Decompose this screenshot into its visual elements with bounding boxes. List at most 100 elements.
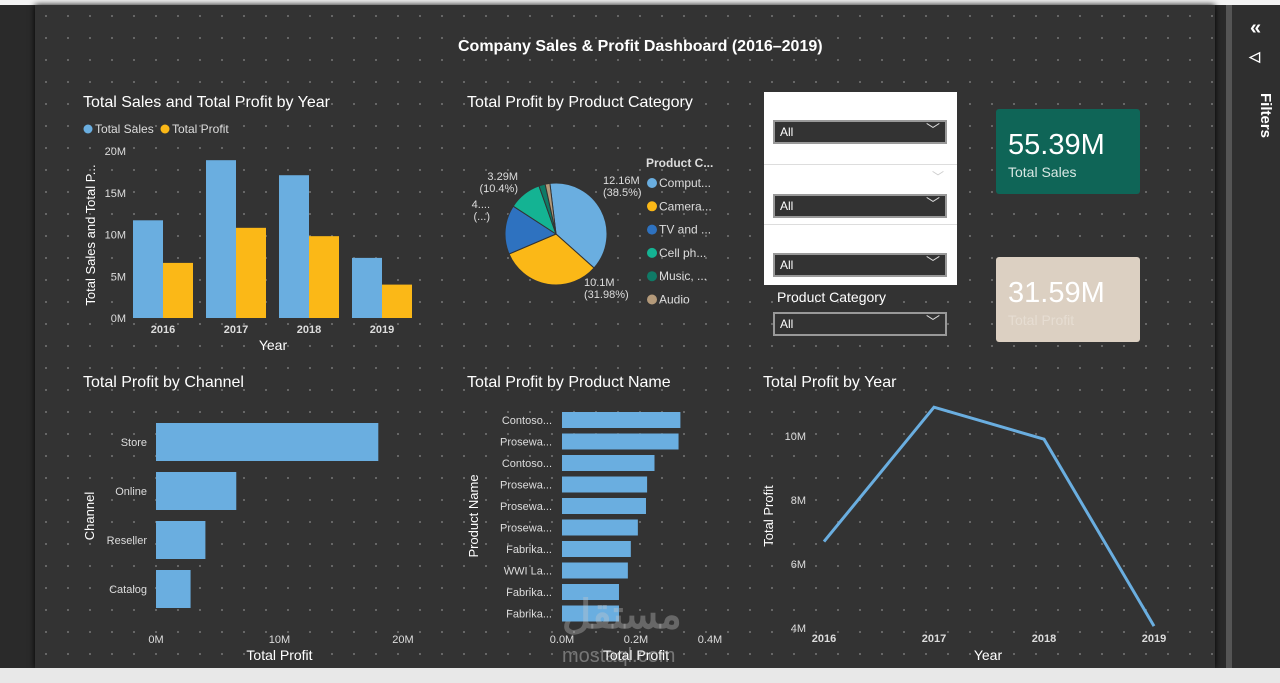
x-tick-label: 2018 <box>1032 633 1056 645</box>
y-tick-label: Fabrika... <box>506 609 552 621</box>
slicer-dropdown-product-category[interactable]: All ﹀ <box>773 312 947 336</box>
y-tick-label: Catalog <box>109 584 147 596</box>
y-axis-title: Total Sales and Total P... <box>83 164 98 305</box>
slicer-dropdown-3[interactable]: All ﹀ <box>773 253 947 277</box>
bar <box>562 498 646 514</box>
chart-sales-profit-year: 0M 5M 10M 15M 20M 2016 2017 2018 2019 Year Total S… <box>83 122 412 353</box>
y-tick-label: 0M <box>111 313 126 325</box>
y-tick-label: 8M <box>791 495 806 507</box>
legend-label: Total Sales <box>95 122 154 136</box>
chart-title-profit-product: Total Profit by Product Name <box>467 374 671 391</box>
legend-marker <box>647 224 657 235</box>
bar <box>156 570 191 608</box>
y-tick-label: Contoso... <box>502 458 552 470</box>
y-tick-label: Prosewa... <box>500 501 552 513</box>
x-tick-label: 20M <box>392 634 413 646</box>
chart-title-sales-profit-year: Total Sales and Total Profit by Year <box>83 94 330 111</box>
chart-title-profit-year: Total Profit by Year <box>763 374 897 391</box>
legend-marker <box>647 247 657 258</box>
legend-label: Music, ... <box>659 269 707 283</box>
legend-label: Total Profit <box>172 122 229 136</box>
chevron-down-icon: ﹀ <box>926 196 940 212</box>
chevron-down-icon: ﹀ <box>926 122 940 138</box>
slicer-value: All <box>780 199 794 213</box>
x-tick-label: 2017 <box>224 324 248 336</box>
double-chevron-left-icon[interactable]: « <box>1250 17 1262 39</box>
legend-marker <box>647 201 657 212</box>
y-tick-label: Prosewa... <box>500 437 552 449</box>
bar-total-profit <box>236 227 266 318</box>
y-tick-label: Online <box>115 486 147 498</box>
slicer-value: All <box>780 125 794 139</box>
filters-label: Filters <box>1257 93 1274 139</box>
chevron-down-icon: ﹀ <box>926 314 940 330</box>
card-value: 31.59M <box>1008 277 1105 309</box>
slicer-label-product-category: Product Category <box>777 289 886 305</box>
x-tick-label: 2019 <box>1142 633 1166 645</box>
bar-total-sales <box>133 220 163 318</box>
y-axis-title: Product Name <box>466 474 481 557</box>
legend-label: Audio <box>659 293 690 307</box>
bar-total-sales <box>352 257 382 318</box>
chart-title-profit-category: Total Profit by Product Category <box>467 94 693 111</box>
x-tick-label: 2018 <box>297 324 321 336</box>
y-tick-label: Contoso... <box>502 415 552 427</box>
pie-slice <box>549 182 608 269</box>
y-tick-label: 5M <box>111 271 126 283</box>
legend-label: Comput... <box>659 176 711 190</box>
y-tick-label: 6M <box>791 559 806 571</box>
top-strip <box>0 0 1280 5</box>
y-tick-label: Fabrika... <box>506 587 552 599</box>
dashboard-title: Company Sales & Profit Dashboard (2016–2… <box>458 38 823 55</box>
bar <box>562 541 631 557</box>
legend-marker <box>647 294 657 305</box>
bar <box>156 521 206 559</box>
filters-pane[interactable]: « ▽ Filters <box>1226 5 1280 668</box>
slicer-dropdown-1[interactable]: All ﹀ <box>773 120 947 144</box>
chart-profit-category-pie: 12.16M(38.5%) 10.1M(31.98%) 4....(...) 3.29… <box>472 156 714 307</box>
x-tick-label: 2016 <box>812 633 836 645</box>
line-series <box>822 405 1156 627</box>
y-axis-title: Channel <box>82 492 97 541</box>
card-total-sales: 55.39M Total Sales <box>996 109 1140 194</box>
y-tick-label: Store <box>121 437 147 449</box>
pie-slice <box>544 182 557 235</box>
legend-marker <box>647 178 657 188</box>
bar <box>562 519 638 536</box>
y-tick-label: Prosewa... <box>500 523 552 535</box>
bar <box>562 584 619 600</box>
y-tick-label: 4M <box>791 623 806 635</box>
legend-marker <box>160 124 170 134</box>
legend-label: Camera... <box>659 199 712 213</box>
chart-profit-product: Contoso... Prosewa... Contoso... Prosewa...… <box>466 412 722 663</box>
card-value: 55.39M <box>1008 129 1105 161</box>
legend-title: Product C... <box>646 156 713 170</box>
chart-title-profit-channel: Total Profit by Channel <box>83 374 244 391</box>
bar-total-sales <box>279 175 309 318</box>
bar <box>562 562 628 579</box>
data-label: 4.... <box>472 199 490 211</box>
data-label-percent: (10.4%) <box>479 183 518 195</box>
card-label: Total Profit <box>1008 312 1075 328</box>
slicer-value: All <box>780 317 794 331</box>
data-label: 10.1M <box>584 277 615 289</box>
y-tick-label: 10M <box>105 230 126 242</box>
data-label: 12.16M <box>603 175 640 187</box>
bar-total-profit <box>163 262 193 318</box>
card-label: Total Sales <box>1008 164 1077 180</box>
x-tick-label: 0.2M <box>624 634 648 646</box>
chevron-down-icon: ﹀ <box>926 255 940 271</box>
x-axis-title: Total Profit <box>246 647 312 663</box>
slicer-dropdown-2[interactable]: All ﹀ <box>773 194 947 218</box>
watermark-logo: مستقل <box>562 593 682 637</box>
data-label-percent: (38.5%) <box>603 187 642 199</box>
chart-profit-year-line: 4M 6M 8M 10M 2016 2017 2018 2019 Year Total Profi… <box>761 405 1166 663</box>
x-tick-label: 10M <box>269 634 290 646</box>
pie-slice <box>508 233 595 286</box>
legend-label: Cell ph... <box>659 246 706 260</box>
bar-total-profit <box>309 236 339 318</box>
watermark-text: mostaql.com <box>562 645 676 667</box>
y-tick-label: Prosewa... <box>500 480 552 492</box>
pie-slice <box>504 205 558 255</box>
bar <box>156 423 379 461</box>
